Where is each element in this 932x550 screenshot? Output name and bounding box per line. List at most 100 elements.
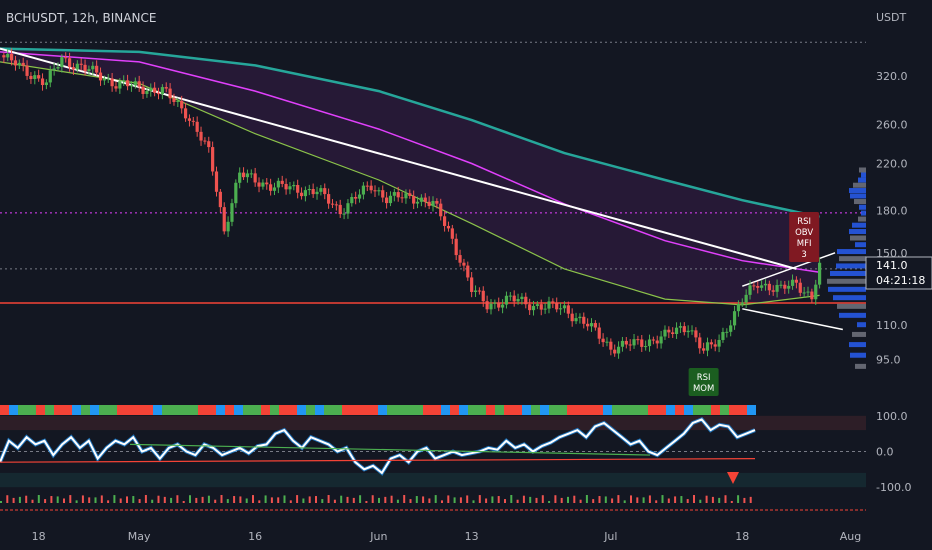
status-ribbon-cell (261, 405, 270, 415)
candle-body (265, 182, 269, 185)
candle-body (98, 72, 103, 81)
candle-body (732, 311, 737, 326)
candle-body (760, 285, 764, 288)
channel-lower-line (742, 308, 843, 331)
candle-body (489, 303, 493, 310)
candle-body (172, 98, 176, 102)
candle-body (238, 172, 242, 183)
volume-profile-bar (827, 278, 866, 284)
volume-bar (100, 495, 103, 503)
candle-body (709, 342, 713, 345)
candle-body (547, 301, 551, 309)
candle-body (357, 194, 362, 199)
current-price-value: 141.0 (876, 259, 908, 272)
status-ribbon-cell (207, 405, 216, 415)
candle-body (636, 339, 640, 341)
oscillator-axis-tick: -100.0 (876, 481, 911, 494)
volume-bar (0, 501, 2, 503)
candle-body (40, 78, 45, 86)
signal-annotation-label: RSI (697, 373, 711, 383)
signal-annotation-label: OBV (795, 228, 813, 238)
candle-body (802, 292, 806, 294)
status-ribbon-cell (324, 405, 333, 415)
volume-bar (592, 499, 595, 503)
candle-body (9, 53, 14, 61)
candle-body (756, 286, 760, 288)
candle-body (539, 304, 543, 310)
sell-signal-icon (727, 472, 739, 484)
candle-body (705, 342, 710, 351)
candle-body (504, 295, 509, 305)
candle-body (323, 188, 327, 195)
candle-body (470, 277, 474, 292)
ribbon-fill-layer (0, 48, 820, 305)
time-axis-label: 13 (465, 530, 479, 543)
volume-bar (548, 500, 551, 503)
candle-body (164, 87, 168, 89)
candle-body (319, 188, 323, 192)
price-axis-tick: 320.0 (876, 70, 908, 83)
candle-body (13, 60, 18, 66)
status-ribbon-cell (99, 405, 108, 415)
volume-bar (195, 497, 198, 503)
candle-body (211, 147, 215, 172)
volume-bar (441, 500, 443, 503)
volume-bar (119, 498, 122, 503)
volume-bar (541, 495, 544, 503)
time-axis-label: 16 (248, 530, 262, 543)
candle-body (423, 197, 427, 202)
candle-body (671, 332, 675, 334)
candle-body (702, 348, 706, 351)
candle-body (609, 341, 613, 350)
volume-bar (680, 496, 683, 503)
candle-body (280, 180, 284, 184)
volume-bar (743, 497, 746, 503)
status-ribbon-cell (351, 405, 360, 415)
candle-body (818, 262, 822, 285)
volume-bar (75, 500, 78, 503)
candle-body (149, 87, 153, 92)
candle-body (303, 190, 308, 197)
volume-profile-bar (853, 182, 866, 188)
candle-body (810, 291, 814, 300)
candle-body (558, 308, 563, 310)
status-ribbon-cell (522, 405, 531, 415)
volume-bar (510, 495, 513, 503)
status-ribbon-cell (531, 405, 540, 415)
candle-body (528, 304, 532, 311)
candle-body (230, 203, 234, 222)
volume-profile-bar (849, 229, 866, 235)
candle-body (748, 285, 752, 295)
candle-body (775, 284, 779, 292)
volume-bar (18, 496, 21, 503)
candle-body (141, 86, 145, 94)
volume-bar (718, 497, 721, 503)
status-ribbon-cell (360, 405, 369, 415)
volume-bar (25, 495, 28, 503)
candle-body (690, 330, 694, 332)
candle-body (783, 284, 787, 289)
candle-body (725, 331, 729, 333)
volume-profile-bar (858, 177, 866, 183)
candle-body (698, 337, 702, 349)
status-ribbon-cell (558, 405, 567, 415)
volume-bar (617, 495, 620, 503)
candle-body (361, 185, 366, 195)
volume-bar (31, 499, 34, 503)
volume-bar (648, 495, 651, 503)
candle-body (667, 329, 671, 333)
candle-body (647, 339, 652, 347)
candle-body (767, 283, 771, 291)
volume-bar (485, 498, 488, 503)
volume-bar (6, 495, 9, 503)
candle-body (431, 201, 435, 207)
candle-body (187, 118, 192, 121)
volume-bar (37, 495, 40, 503)
candle-body (75, 63, 79, 70)
candle-body (481, 290, 485, 302)
volume-profile-bar (839, 256, 866, 262)
volume-bar (667, 498, 670, 503)
candle-body (624, 340, 628, 345)
volume-profile-bar (850, 352, 866, 358)
